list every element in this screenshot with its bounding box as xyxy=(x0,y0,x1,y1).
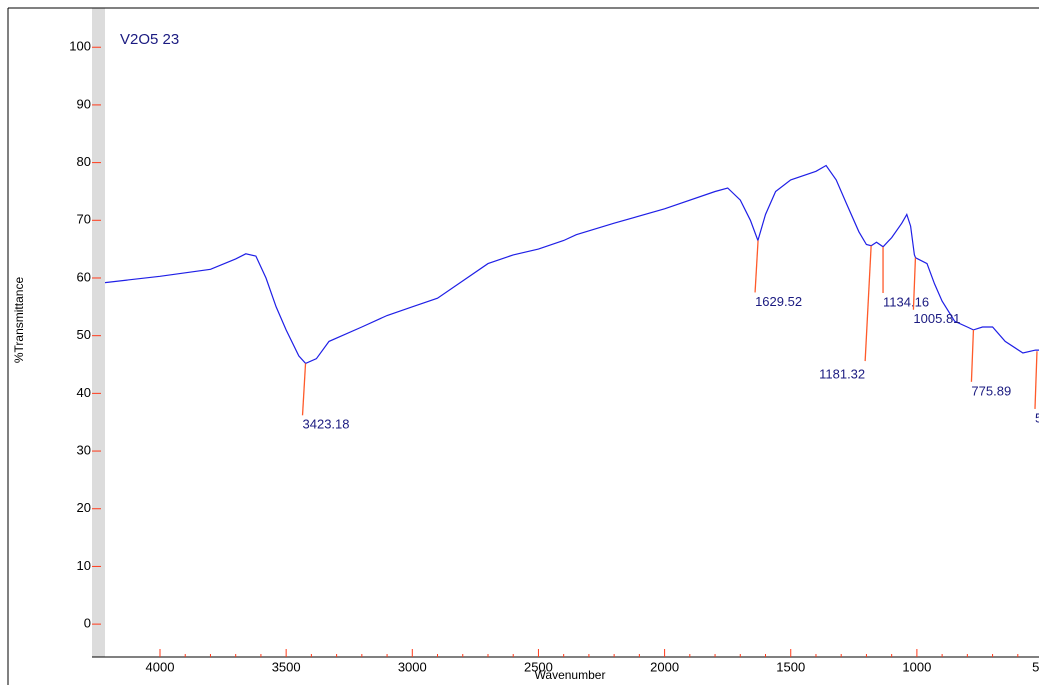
peak-label: 1181.32 xyxy=(819,366,865,381)
y-tick-label: 100 xyxy=(69,39,91,54)
peak-label: 775.89 xyxy=(971,383,1011,398)
y-tick-label: 50 xyxy=(77,327,91,342)
y-tick-label: 40 xyxy=(77,385,91,400)
y-tick-label: 30 xyxy=(77,442,91,457)
peak-label: 524 xyxy=(1035,410,1039,425)
peak-label: 1134.16 xyxy=(883,294,929,309)
x-tick-label: 500 xyxy=(1032,659,1039,674)
y-tick-label: 60 xyxy=(77,269,91,284)
peak-marker xyxy=(912,257,917,310)
y-tick-label: 20 xyxy=(77,500,91,515)
x-tick-label: 3500 xyxy=(272,659,301,674)
peak-label: 1629.52 xyxy=(755,294,802,309)
peak-label: 3423.18 xyxy=(303,417,350,432)
x-tick-label: 2500 xyxy=(524,659,553,674)
chart-title: V2O5 23 xyxy=(120,31,179,48)
x-tick-label: 1000 xyxy=(902,659,931,674)
peak-marker xyxy=(1034,351,1038,409)
y-tick-label: 80 xyxy=(77,154,91,169)
peak-marker xyxy=(301,363,307,416)
peak-marker xyxy=(754,240,759,293)
peak-marker xyxy=(970,329,975,382)
x-axis-label: Wavenumber xyxy=(535,668,606,682)
y-tick-label: 90 xyxy=(77,96,91,111)
y-tick-label: 0 xyxy=(84,616,91,631)
peak-marker xyxy=(864,245,872,362)
plot-area xyxy=(105,164,1039,657)
spectrum-line xyxy=(105,164,1039,365)
peak-label: 1005.81 xyxy=(913,311,960,326)
x-tick-label: 4000 xyxy=(146,659,175,674)
axis-strip xyxy=(92,8,105,657)
y-tick-label: 10 xyxy=(77,558,91,573)
x-tick-label: 1500 xyxy=(776,659,805,674)
x-tick-label: 3000 xyxy=(398,659,427,674)
x-tick-label: 2000 xyxy=(650,659,679,674)
y-axis-label: %Transmittance xyxy=(12,277,26,364)
y-tick-label: 70 xyxy=(77,212,91,227)
